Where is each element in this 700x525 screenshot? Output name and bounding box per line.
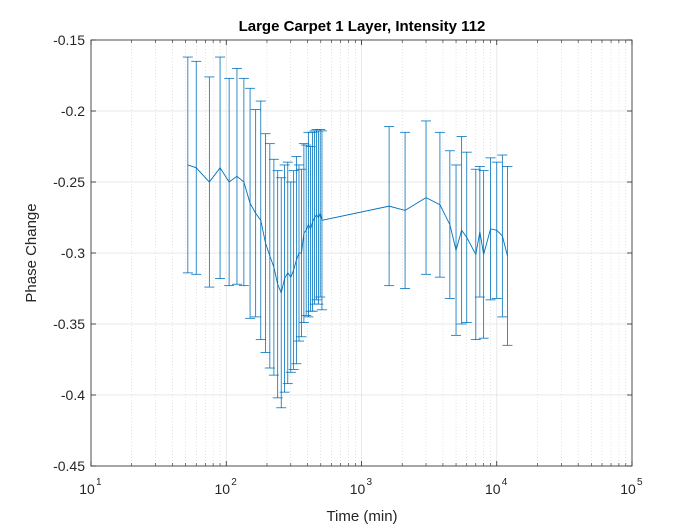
data-layer [182, 56, 513, 409]
y-tick-labels: -0.15 -0.2 -0.25 -0.3 -0.35 -0.4 -0.45 [53, 32, 85, 474]
y-tick-label: -0.45 [53, 458, 85, 474]
x-tick-label: 10 [350, 481, 366, 497]
chart-title: Large Carpet 1 Layer, Intensity 112 [239, 18, 486, 35]
y-tick-label: -0.3 [61, 245, 85, 261]
x-tick-exponent: 1 [96, 477, 102, 488]
x-tick-exponent: 2 [231, 477, 237, 488]
x-tick-label: 10 [214, 481, 230, 497]
y-tick-label: -0.15 [53, 32, 85, 48]
y-tick-label: -0.35 [53, 316, 85, 332]
y-tick-label: -0.25 [53, 174, 85, 190]
x-tick-labels: 10 1 10 2 10 3 10 4 10 5 [79, 477, 643, 497]
x-tick-exponent: 3 [367, 477, 373, 488]
x-axis-label: Time (min) [326, 508, 397, 525]
x-tick-label: 10 [79, 481, 95, 497]
y-tick-label: -0.2 [61, 103, 85, 119]
series-line [187, 164, 508, 295]
x-tick-label: 10 [485, 481, 501, 497]
x-tick-exponent: 4 [502, 477, 508, 488]
tick-marks [90, 39, 633, 467]
y-tick-label: -0.4 [61, 387, 85, 403]
x-tick-label: 10 [620, 481, 636, 497]
y-axis-label: Phase Change [23, 203, 40, 302]
x-tick-exponent: 5 [637, 477, 643, 488]
